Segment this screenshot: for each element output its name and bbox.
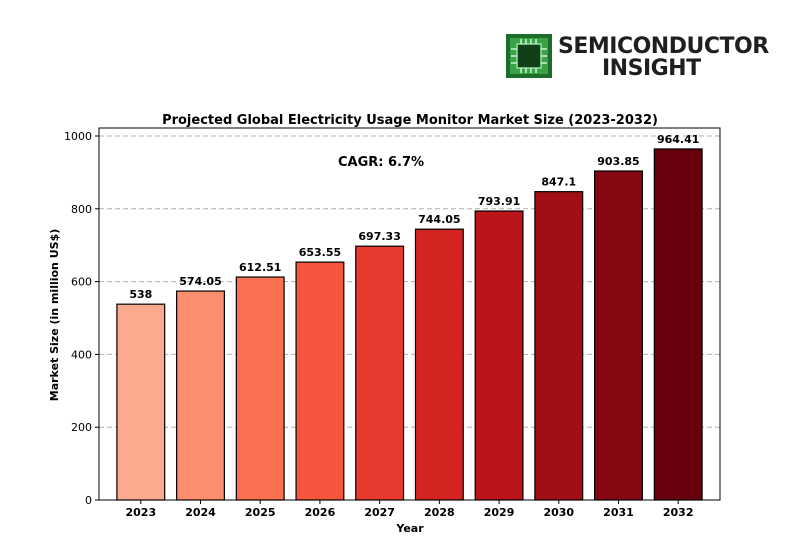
brand-logo: SEMICONDUCTOR INSIGHT — [506, 34, 769, 82]
bar — [116, 303, 166, 501]
logo-text-line1: SEMICONDUCTOR — [558, 34, 769, 59]
y-axis-label: Market Size (in million US$) — [48, 229, 61, 402]
y-tick-label: 200 — [71, 421, 92, 434]
y-axis-ticks: 0 200 400 600 800 1000 — [64, 130, 99, 507]
bar-value-label: 903.85 — [597, 155, 639, 168]
value-labels: 538 574.05 612.51 653.55 697.33 744.05 793.91 8… — [129, 133, 699, 301]
bar — [235, 276, 285, 501]
x-tick-label: 2023 — [125, 506, 156, 519]
bar-value-label: 793.91 — [478, 195, 520, 208]
y-tick-label: 1000 — [64, 130, 92, 143]
x-tick-label: 2029 — [484, 506, 515, 519]
bar-value-label: 697.33 — [358, 230, 400, 243]
x-tick-label: 2031 — [603, 506, 634, 519]
x-tick-label: 2028 — [424, 506, 455, 519]
y-tick-label: 600 — [71, 276, 92, 289]
plot-frame — [98, 127, 721, 501]
bar — [295, 261, 345, 501]
y-tick-label: 800 — [71, 203, 92, 216]
cagr-annotation: CAGR: 6.7% — [338, 155, 424, 170]
bar — [653, 148, 703, 501]
x-tick-label: 2030 — [543, 506, 574, 519]
bar-value-label: 847.1 — [541, 176, 576, 189]
bar-value-label: 612.51 — [239, 261, 281, 274]
x-tick-label: 2032 — [663, 506, 694, 519]
logo-text-line2: INSIGHT — [602, 56, 701, 81]
x-tick-label: 2024 — [185, 506, 216, 519]
chart-title: Projected Global Electricity Usage Monit… — [162, 113, 658, 128]
x-axis-label: Year — [395, 522, 424, 535]
x-tick-label: 2027 — [364, 506, 395, 519]
chip-icon — [506, 34, 552, 78]
bar-value-label: 653.55 — [299, 246, 341, 259]
bar — [176, 290, 225, 501]
x-tick-label: 2025 — [245, 506, 276, 519]
y-tick-label: 0 — [85, 494, 92, 507]
bar — [355, 245, 405, 501]
bar — [594, 170, 643, 501]
x-tick-label: 2026 — [305, 506, 336, 519]
bar — [534, 191, 584, 501]
bar-value-label: 744.05 — [418, 213, 460, 226]
x-axis-ticks: 2023 2024 2025 2026 2027 2028 2029 2030 2031 2032 — [125, 500, 694, 519]
bars-group — [116, 148, 703, 501]
bar — [414, 228, 464, 501]
y-tick-label: 400 — [71, 348, 92, 361]
bar — [474, 210, 524, 501]
bar-value-label: 574.05 — [179, 275, 221, 288]
bar-value-label: 538 — [129, 288, 152, 301]
bar-value-label: 964.41 — [657, 133, 699, 146]
